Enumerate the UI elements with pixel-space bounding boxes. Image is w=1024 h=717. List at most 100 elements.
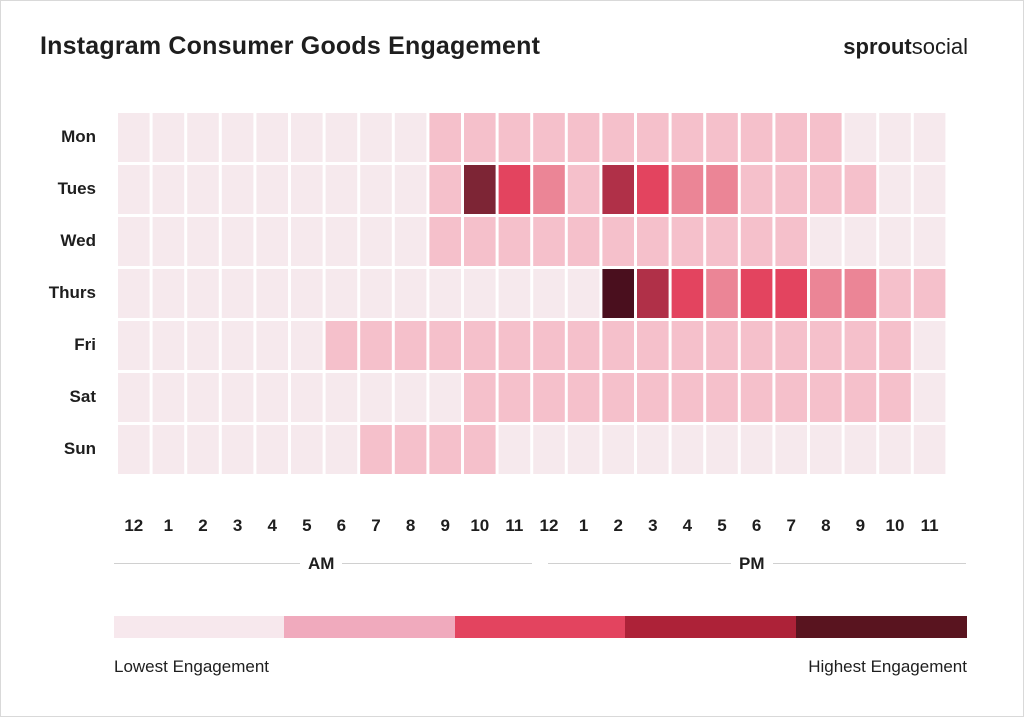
heatmap-cell-wed-0 bbox=[118, 217, 150, 266]
heatmap-cell-sat-17 bbox=[706, 373, 738, 422]
heatmap-cell-fri-18 bbox=[740, 321, 773, 370]
row-label-wed: Wed bbox=[60, 230, 96, 250]
heatmap-cell-mon-13 bbox=[567, 113, 600, 162]
heatmap-cell-sat-2 bbox=[187, 373, 219, 422]
sprout-social-logo: sproutsocial bbox=[843, 34, 968, 60]
heatmap-cell-thurs-2 bbox=[187, 269, 219, 318]
heatmap-cell-tues-4 bbox=[256, 165, 288, 214]
heatmap-cell-sat-23 bbox=[913, 373, 946, 422]
heatmap-cell-tues-8 bbox=[394, 165, 427, 214]
chart-title: Instagram Consumer Goods Engagement bbox=[40, 32, 541, 60]
heatmap-cell-sat-9 bbox=[429, 373, 461, 422]
column-label-0: 12 bbox=[124, 516, 144, 535]
heatmap-cell-mon-2 bbox=[187, 113, 219, 162]
heatmap-cell-fri-7 bbox=[360, 321, 392, 370]
heatmap-cell-sat-13 bbox=[567, 373, 600, 422]
row-label-fri: Fri bbox=[74, 334, 96, 354]
heatmap-cell-wed-23 bbox=[913, 217, 946, 266]
heatmap-cell-fri-21 bbox=[844, 321, 877, 370]
heatmap-cell-sat-0 bbox=[118, 373, 150, 422]
heatmap-cell-tues-13 bbox=[567, 165, 600, 214]
heatmap-cell-wed-13 bbox=[567, 217, 600, 266]
heatmap-cell-thurs-4 bbox=[256, 269, 288, 318]
legend-swatch-1 bbox=[284, 616, 456, 638]
heatmap-cell-sat-8 bbox=[394, 373, 427, 422]
heatmap-cell-mon-14 bbox=[602, 113, 634, 162]
heatmap-cell-sat-5 bbox=[291, 373, 323, 422]
heatmap-cell-mon-20 bbox=[810, 113, 842, 162]
heatmap-cell-thurs-11 bbox=[498, 269, 531, 318]
heatmap-cell-sat-10 bbox=[464, 373, 496, 422]
heatmap-cell-sun-15 bbox=[637, 425, 669, 474]
heatmap-cell-mon-3 bbox=[221, 113, 254, 162]
heatmap-cell-sun-0 bbox=[118, 425, 150, 474]
column-label-14: 2 bbox=[613, 516, 623, 535]
heatmap-cell-tues-22 bbox=[879, 165, 911, 214]
heatmap-cell-wed-21 bbox=[844, 217, 877, 266]
heatmap-cell-sun-14 bbox=[602, 425, 634, 474]
heatmap-cell-wed-22 bbox=[879, 217, 911, 266]
heatmap-cell-wed-2 bbox=[187, 217, 219, 266]
heatmap-cell-fri-3 bbox=[221, 321, 254, 370]
column-label-20: 8 bbox=[821, 516, 831, 535]
heatmap-cell-mon-10 bbox=[464, 113, 496, 162]
heatmap-cell-tues-15 bbox=[637, 165, 669, 214]
heatmap-cell-fri-11 bbox=[498, 321, 531, 370]
heatmap-cell-tues-6 bbox=[325, 165, 358, 214]
heatmap-cell-sun-13 bbox=[567, 425, 600, 474]
heatmap-cell-thurs-15 bbox=[637, 269, 669, 318]
row-label-mon: Mon bbox=[61, 126, 96, 146]
heatmap-cell-wed-5 bbox=[291, 217, 323, 266]
heatmap-cell-mon-17 bbox=[706, 113, 738, 162]
heatmap-cell-mon-23 bbox=[913, 113, 946, 162]
heatmap-cell-thurs-1 bbox=[152, 269, 185, 318]
legend-swatch-3 bbox=[625, 616, 797, 638]
heatmap-cell-mon-21 bbox=[844, 113, 877, 162]
heatmap-cell-fri-23 bbox=[913, 321, 946, 370]
heatmap-cell-fri-8 bbox=[394, 321, 427, 370]
legend-swatch-0 bbox=[114, 616, 285, 638]
heatmap-cell-thurs-6 bbox=[325, 269, 358, 318]
heatmap-cell-tues-16 bbox=[671, 165, 704, 214]
heatmap-cell-sun-4 bbox=[256, 425, 288, 474]
row-label-thurs: Thurs bbox=[48, 282, 96, 302]
logo-light-text: social bbox=[911, 34, 968, 59]
column-label-13: 1 bbox=[578, 516, 589, 535]
am-label: AM bbox=[300, 554, 343, 574]
row-label-tues: Tues bbox=[57, 178, 96, 198]
heatmap-cell-wed-9 bbox=[429, 217, 461, 266]
heatmap-cell-wed-8 bbox=[394, 217, 427, 266]
heatmap-cell-sat-15 bbox=[637, 373, 669, 422]
heatmap-cell-tues-7 bbox=[360, 165, 392, 214]
column-label-2: 2 bbox=[198, 516, 208, 535]
heatmap-cell-thurs-3 bbox=[221, 269, 254, 318]
heatmap-cell-fri-2 bbox=[187, 321, 219, 370]
heatmap-cell-thurs-14 bbox=[602, 269, 634, 318]
heatmap-cell-sun-5 bbox=[291, 425, 323, 474]
heatmap-cell-thurs-20 bbox=[810, 269, 842, 318]
heatmap-cell-mon-8 bbox=[394, 113, 427, 162]
heatmap-cell-sat-3 bbox=[221, 373, 254, 422]
heatmap-cell-fri-15 bbox=[637, 321, 669, 370]
row-label-sat: Sat bbox=[69, 386, 96, 406]
column-label-10: 10 bbox=[470, 516, 490, 535]
heatmap-cell-sun-8 bbox=[394, 425, 427, 474]
column-label-1: 1 bbox=[163, 516, 174, 535]
heatmap-cell-mon-0 bbox=[118, 113, 150, 162]
heatmap-cell-mon-7 bbox=[360, 113, 392, 162]
heatmap-cell-wed-6 bbox=[325, 217, 358, 266]
heatmap-cell-thurs-16 bbox=[671, 269, 704, 318]
heatmap-cell-thurs-13 bbox=[567, 269, 600, 318]
heatmap-cell-sun-2 bbox=[187, 425, 219, 474]
heatmap-cell-sat-4 bbox=[256, 373, 288, 422]
heatmap-cell-fri-12 bbox=[533, 321, 565, 370]
column-label-4: 4 bbox=[267, 516, 277, 535]
heatmap-cell-mon-12 bbox=[533, 113, 565, 162]
legend-swatch-2 bbox=[454, 616, 626, 638]
heatmap-cell-mon-15 bbox=[637, 113, 669, 162]
column-label-8: 8 bbox=[405, 516, 416, 535]
heatmap-cell-tues-5 bbox=[291, 165, 323, 214]
heatmap-cell-fri-17 bbox=[706, 321, 738, 370]
heatmap-cell-fri-22 bbox=[879, 321, 911, 370]
heatmap-cell-wed-10 bbox=[464, 217, 496, 266]
